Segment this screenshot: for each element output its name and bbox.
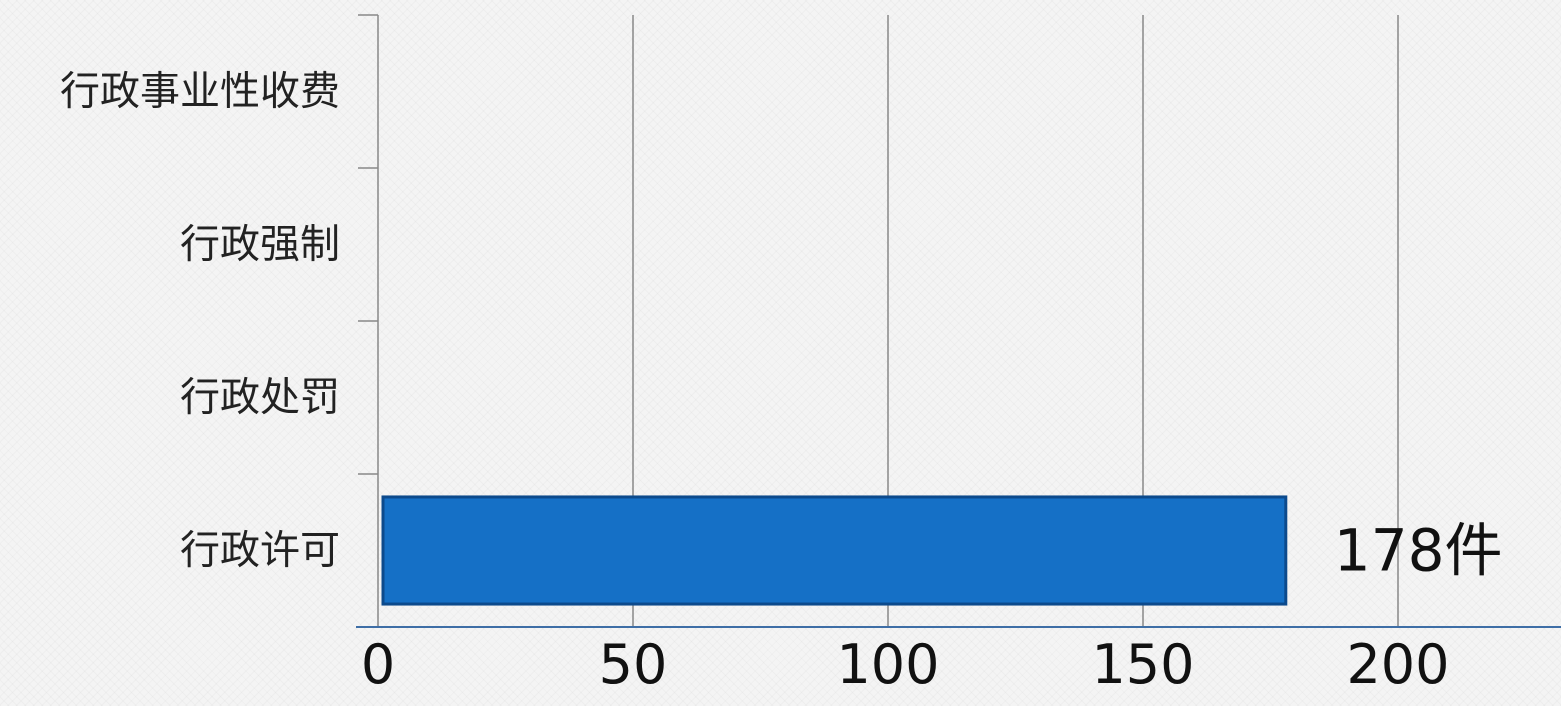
x-tick-label: 200: [1346, 633, 1449, 696]
data-label: 178件: [1334, 517, 1503, 585]
x-tick-label: 0: [361, 633, 395, 696]
y-axis-tick-marks: [358, 14, 378, 475]
bar-4: [381, 495, 1288, 606]
category-label: 行政许可: [180, 528, 340, 574]
category-label: 行政强制: [180, 222, 340, 268]
category-label: 行政事业性收费: [60, 69, 340, 115]
x-tick-label: 50: [599, 633, 668, 696]
data-labels: 178件: [1334, 517, 1503, 585]
category-label: 行政处罚: [180, 375, 340, 421]
x-tick-label: 100: [836, 633, 939, 696]
x-tick-labels: 0 50 100 150 200: [361, 633, 1450, 696]
bars: [381, 495, 1288, 606]
x-tick-label: 150: [1091, 633, 1194, 696]
